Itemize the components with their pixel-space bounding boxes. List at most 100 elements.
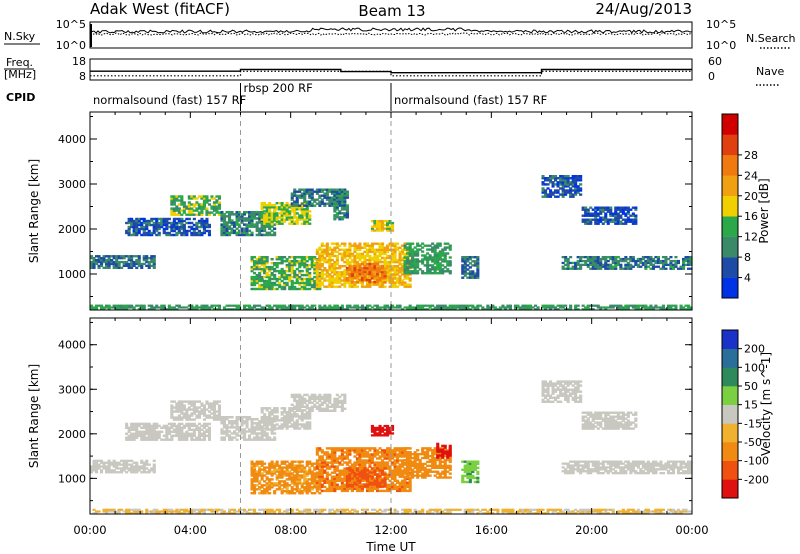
velocity-cell xyxy=(233,426,237,429)
power-cell xyxy=(614,210,618,213)
power-cell xyxy=(333,269,337,272)
power-cell xyxy=(576,175,580,178)
velocity-cell xyxy=(160,438,164,441)
power-cell xyxy=(523,304,527,307)
power-cell xyxy=(596,306,600,309)
cpid-program-label: normalsound (fast) 157 RF xyxy=(394,93,547,107)
power-cell xyxy=(340,254,344,258)
power-cell xyxy=(185,217,189,221)
power-cell xyxy=(416,306,420,309)
power-cell xyxy=(235,221,239,224)
velocity-cell xyxy=(202,438,206,441)
power-cell xyxy=(328,202,332,205)
velocity-cell xyxy=(222,416,226,419)
power-cell xyxy=(290,198,294,201)
velocity-cell xyxy=(258,460,262,463)
power-cell xyxy=(313,279,317,283)
power-cell xyxy=(255,229,259,233)
power-cell xyxy=(92,308,96,311)
power-cell xyxy=(373,225,377,228)
power-cell xyxy=(308,216,312,219)
power-cell xyxy=(413,250,417,253)
power-cell xyxy=(110,306,114,309)
power-cell xyxy=(225,231,229,235)
velocity-cell xyxy=(207,436,211,439)
power-cell xyxy=(556,189,560,192)
power-cell xyxy=(338,277,342,280)
velocity-cell xyxy=(172,406,176,409)
velocity-cell xyxy=(145,436,149,439)
power-cell xyxy=(358,268,362,272)
power-cell xyxy=(105,259,109,262)
power-cell xyxy=(596,259,600,263)
velocity-cell xyxy=(155,432,159,435)
velocity-cell xyxy=(300,470,304,473)
power-cell xyxy=(609,214,613,217)
power-cell xyxy=(318,188,322,191)
power-cell xyxy=(142,233,146,237)
velocity-cell xyxy=(177,418,181,421)
power-cell xyxy=(559,306,563,309)
power-cell xyxy=(626,208,630,211)
power-cell xyxy=(398,267,402,270)
power-cell xyxy=(243,217,247,220)
power-cell xyxy=(411,250,415,253)
power-cell xyxy=(581,208,585,211)
velocity-cell xyxy=(268,470,272,473)
power-cell xyxy=(330,242,334,245)
power-cell xyxy=(579,187,583,190)
velocity-cell xyxy=(273,464,277,467)
power-cell xyxy=(345,194,349,197)
power-cell xyxy=(589,214,593,217)
velocity-cell xyxy=(300,460,304,463)
power-cell xyxy=(436,246,440,249)
velocity-cell xyxy=(197,426,201,429)
power-cell xyxy=(634,216,638,219)
velocity-cell xyxy=(187,424,191,428)
velocity-cell xyxy=(288,490,292,493)
velocity-cell xyxy=(303,417,307,420)
power-cell xyxy=(120,306,124,309)
velocity-cell xyxy=(263,488,267,491)
power-cell xyxy=(135,229,139,233)
power-cell xyxy=(315,250,319,254)
power-cell xyxy=(288,216,292,219)
power-cell xyxy=(152,231,156,235)
power-cell xyxy=(569,195,573,198)
power-cell xyxy=(436,242,440,245)
power-cell xyxy=(293,194,297,197)
velocity-cell xyxy=(308,417,312,420)
power-cell xyxy=(197,195,201,198)
velocity-cell xyxy=(187,432,191,435)
power-cell xyxy=(644,265,648,268)
power-cell xyxy=(641,306,645,309)
power-cell xyxy=(288,263,292,267)
power-cell xyxy=(441,306,445,309)
freq-panel: Freq. [MHz] 18 8 60 0 Nave xyxy=(4,55,784,86)
power-cell xyxy=(378,248,382,251)
velocity-cell xyxy=(265,490,269,493)
power-cell xyxy=(586,222,590,225)
power-cell xyxy=(579,267,583,270)
velocity-cell xyxy=(250,422,254,425)
velocity-cell xyxy=(228,430,232,433)
power-cell xyxy=(355,274,359,278)
velocity-cell xyxy=(235,426,239,429)
velocity-cell xyxy=(293,484,297,487)
power-colorbar-swatch xyxy=(722,195,738,217)
power-cell xyxy=(330,277,334,280)
power-cell xyxy=(200,306,204,309)
power-cell xyxy=(197,225,201,229)
power-cell xyxy=(303,194,307,197)
power-cell xyxy=(152,227,156,231)
velocity-cell xyxy=(187,408,191,411)
power-cell xyxy=(513,306,517,309)
power-cell xyxy=(290,306,294,309)
noise-right-label: N.Search xyxy=(746,32,796,45)
power-cell xyxy=(258,260,262,263)
power-cell xyxy=(345,281,349,284)
velocity-cell xyxy=(298,478,302,481)
power-cell xyxy=(609,208,613,211)
power-cell xyxy=(285,265,289,269)
power-cell xyxy=(295,279,299,283)
